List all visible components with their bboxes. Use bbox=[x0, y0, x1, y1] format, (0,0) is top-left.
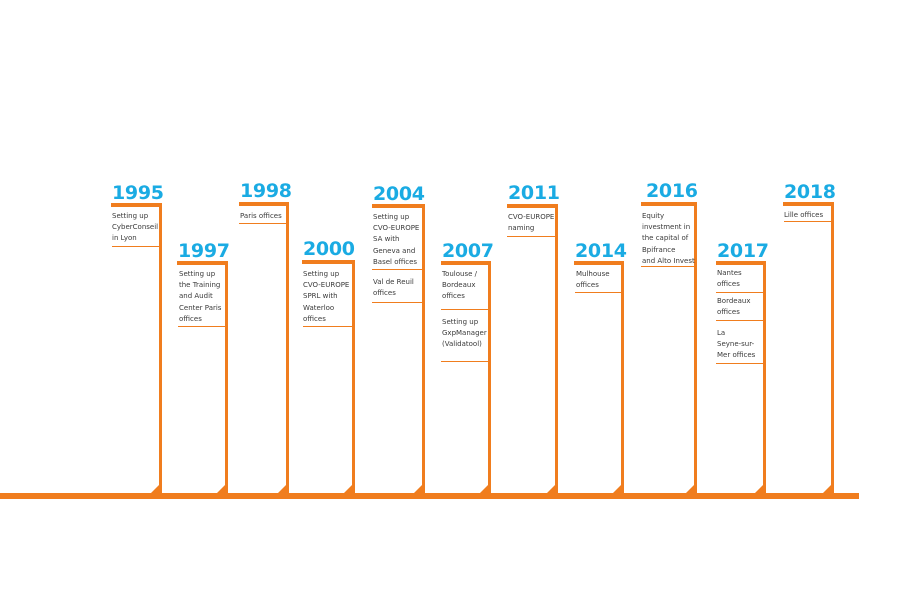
milestone-entry: Lille offices bbox=[784, 211, 824, 219]
entry-separator bbox=[178, 326, 225, 327]
year-label: 2004 bbox=[373, 183, 425, 205]
milestone-entry: Mulhouse offices bbox=[576, 270, 610, 290]
milestone-header-bar bbox=[716, 261, 766, 265]
milestone-pole bbox=[159, 203, 162, 495]
pole-foot bbox=[547, 485, 555, 493]
milestone-entry: Bordeaux offices bbox=[717, 297, 751, 317]
milestone-pole bbox=[488, 261, 491, 495]
milestone-entry: Setting up GxpManager (Validatool) bbox=[442, 318, 487, 349]
milestone-entry: Equity investment in the capital of Bpif… bbox=[642, 212, 695, 265]
entry-separator bbox=[372, 269, 422, 270]
entry-separator bbox=[372, 302, 422, 303]
entry-separator bbox=[575, 292, 621, 293]
pole-foot bbox=[686, 485, 694, 493]
milestone-header-bar bbox=[177, 261, 228, 265]
entry-separator bbox=[716, 320, 763, 321]
milestone-header-bar bbox=[372, 204, 425, 208]
year-label: 2017 bbox=[717, 240, 769, 262]
milestone-entry: Toulouse / Bordeaux offices bbox=[442, 270, 478, 301]
milestone-entry: CVO-EUROPE naming bbox=[508, 213, 555, 233]
entry-separator bbox=[303, 326, 352, 327]
milestone-entry: La Seyne-sur- Mer offices bbox=[717, 329, 756, 360]
milestone-entry: Setting up CVO-EUROPE SPRL with Waterloo… bbox=[303, 270, 350, 323]
milestone-pole bbox=[763, 261, 766, 495]
year-label: 1995 bbox=[112, 182, 164, 204]
pole-foot bbox=[480, 485, 488, 493]
milestone-entry: Nantes offices bbox=[717, 269, 742, 289]
pole-foot bbox=[278, 485, 286, 493]
milestone-pole bbox=[555, 204, 558, 495]
milestone-entry: Val de Reuil offices bbox=[373, 278, 414, 298]
entry-separator bbox=[716, 363, 763, 364]
pole-foot bbox=[151, 485, 159, 493]
entry-separator bbox=[641, 266, 694, 267]
year-label: 1997 bbox=[178, 240, 230, 262]
year-label: 2007 bbox=[442, 240, 494, 262]
milestone-pole bbox=[422, 204, 425, 495]
timeline-baseline bbox=[0, 493, 859, 499]
milestone-header-bar bbox=[239, 202, 289, 206]
year-label: 2014 bbox=[575, 240, 627, 262]
year-label: 1998 bbox=[240, 180, 292, 202]
milestone-pole bbox=[621, 261, 624, 495]
entry-separator bbox=[784, 221, 831, 222]
milestone-header-bar bbox=[302, 260, 355, 264]
pole-foot bbox=[613, 485, 621, 493]
pole-foot bbox=[823, 485, 831, 493]
entry-separator bbox=[112, 246, 159, 247]
milestone-pole bbox=[694, 202, 697, 495]
milestone-header-bar bbox=[507, 204, 558, 208]
year-label: 2016 bbox=[646, 180, 698, 202]
pole-foot bbox=[414, 485, 422, 493]
pole-foot bbox=[217, 485, 225, 493]
year-label: 2011 bbox=[508, 182, 560, 204]
entry-separator bbox=[441, 361, 488, 362]
milestone-header-bar bbox=[111, 203, 162, 207]
milestone-pole bbox=[225, 261, 228, 495]
pole-foot bbox=[755, 485, 763, 493]
entry-separator bbox=[507, 236, 555, 237]
year-label: 2018 bbox=[784, 181, 836, 203]
milestone-header-bar bbox=[574, 261, 624, 265]
milestone-header-bar bbox=[783, 202, 834, 206]
year-label: 2000 bbox=[303, 238, 355, 260]
pole-foot bbox=[344, 485, 352, 493]
milestone-header-bar bbox=[441, 261, 491, 265]
milestone-entry: Setting up CVO-EUROPE SA with Geneva and… bbox=[373, 213, 420, 266]
milestone-pole bbox=[352, 260, 355, 495]
milestone-entry: Setting up the Training and Audit Center… bbox=[179, 270, 222, 323]
milestone-pole bbox=[831, 202, 834, 495]
entry-separator bbox=[239, 223, 286, 224]
entry-separator bbox=[716, 292, 763, 293]
milestone-entry: Setting up CyberConseil in Lyon bbox=[112, 212, 159, 243]
milestone-entry: Paris offices bbox=[240, 212, 282, 220]
milestone-header-bar bbox=[641, 202, 697, 206]
entry-separator bbox=[441, 309, 488, 310]
milestone-pole bbox=[286, 202, 289, 495]
